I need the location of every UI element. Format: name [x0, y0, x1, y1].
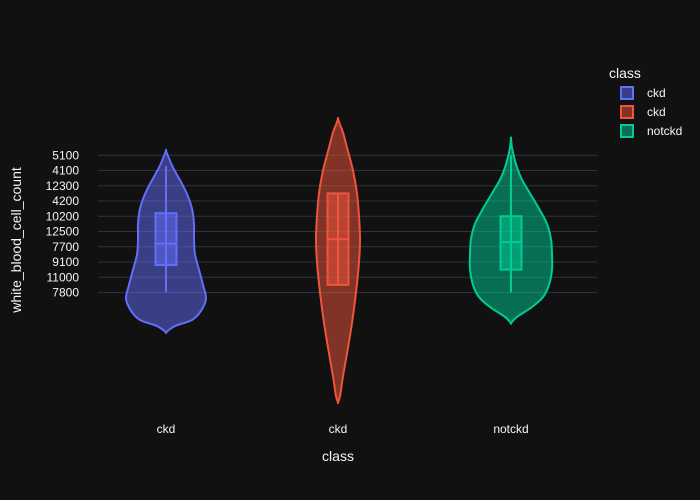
x-tick-label: ckd [329, 422, 348, 436]
legend-swatch [620, 86, 634, 100]
legend-label: ckd [647, 86, 666, 100]
legend-item-notckd[interactable]: notckd [620, 124, 682, 138]
y-tick-label: 5100 [52, 148, 79, 162]
y-tick-label: 11000 [47, 270, 80, 284]
violin-ckd [315, 116, 361, 405]
x-tick-labels: ckd ckd notckd [157, 422, 529, 436]
x-axis-title: class [322, 448, 354, 464]
legend-label: notckd [647, 124, 682, 138]
y-tick-label: 7800 [52, 286, 79, 300]
violin-notckd [468, 136, 554, 325]
legend: class ckd ckd notckd [609, 65, 682, 138]
legend-title: class [609, 65, 641, 81]
x-tick-label: ckd [157, 422, 176, 436]
y-tick-label: 10200 [46, 209, 80, 223]
y-axis-title: white_blood_cell_count [8, 167, 24, 314]
y-tick-label: 4200 [52, 194, 79, 208]
y-tick-label: 12500 [46, 225, 80, 239]
legend-item-ckd[interactable]: ckd [620, 105, 666, 119]
y-tick-label: 4100 [52, 164, 79, 178]
violin-ckd [124, 148, 208, 334]
x-tick-label: notckd [493, 422, 528, 436]
legend-label: ckd [647, 105, 666, 119]
legend-swatch [620, 124, 634, 138]
y-tick-label: 9100 [52, 255, 79, 269]
y-tick-label: 7700 [52, 240, 79, 254]
legend-item-ckd[interactable]: ckd [620, 86, 666, 100]
legend-swatch [620, 105, 634, 119]
violins [124, 116, 554, 405]
violin-box [154, 212, 178, 267]
y-tick-label: 12300 [46, 179, 80, 193]
